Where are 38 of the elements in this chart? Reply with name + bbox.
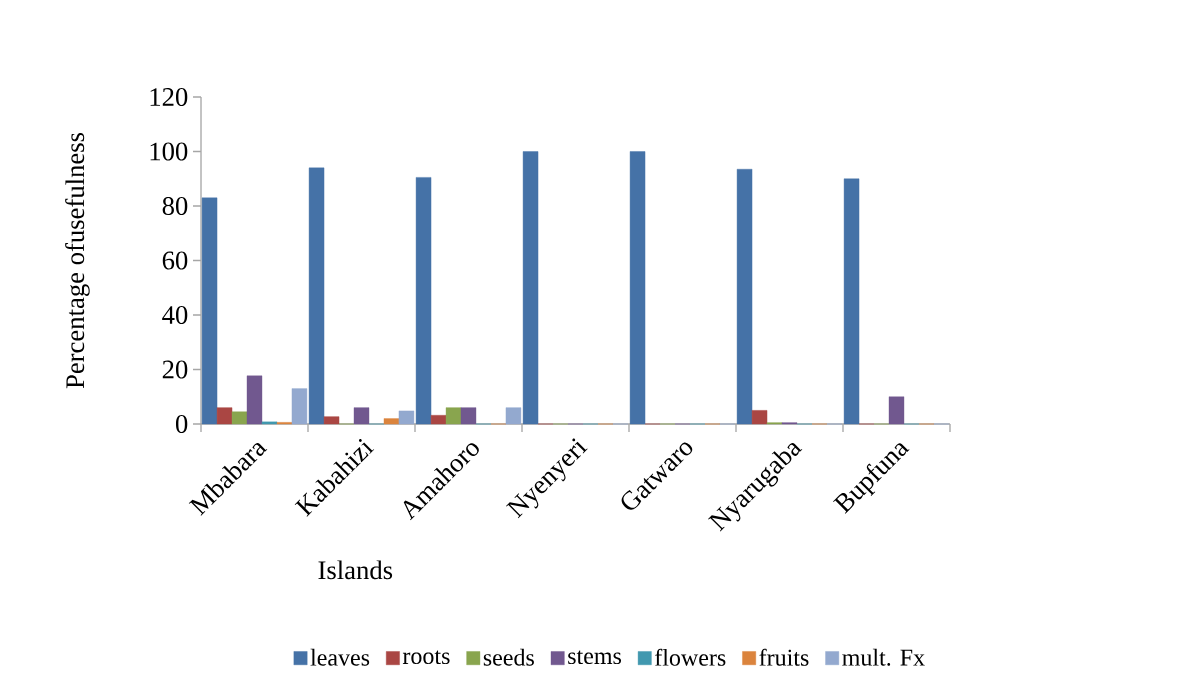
- legend-label: stems: [568, 650, 622, 665]
- bar: [201, 197, 218, 425]
- y-tick-label: 60: [162, 251, 188, 270]
- y-axis-title: Percentage ofusefulness: [65, 133, 90, 389]
- bar: [843, 178, 860, 425]
- bar: [888, 396, 905, 425]
- bar: [398, 410, 415, 425]
- bar: [751, 410, 768, 425]
- bar: [460, 407, 477, 425]
- x-axis-title: Islands: [318, 560, 393, 580]
- legend-label: mult. Fx: [842, 648, 925, 666]
- y-tick-label: 120: [150, 88, 188, 106]
- bar: [430, 415, 447, 425]
- legend-label: fruits: [759, 648, 809, 666]
- bar: [353, 407, 370, 425]
- y-tick-label: 0: [175, 415, 188, 433]
- bar: [246, 375, 263, 425]
- legend-label: flowers: [655, 648, 726, 666]
- y-tick-label: 80: [162, 197, 188, 215]
- legend-label: roots: [402, 650, 450, 665]
- y-tick-label: 100: [150, 142, 188, 161]
- bar: [383, 418, 400, 425]
- bar: [415, 177, 432, 425]
- bar: [629, 151, 646, 425]
- bar: [216, 407, 233, 425]
- legend-label: leaves: [310, 648, 370, 666]
- bar: [261, 421, 278, 425]
- bar: [522, 151, 539, 425]
- bar: [231, 411, 248, 425]
- bar: [308, 167, 325, 425]
- bar: [505, 407, 522, 425]
- bar: [323, 416, 340, 425]
- y-tick-label: 20: [162, 360, 188, 379]
- y-tick-label: 40: [162, 306, 188, 324]
- bar: [445, 407, 462, 425]
- bar: [291, 388, 308, 425]
- legend-label: seeds: [483, 648, 534, 666]
- bar: [736, 169, 753, 425]
